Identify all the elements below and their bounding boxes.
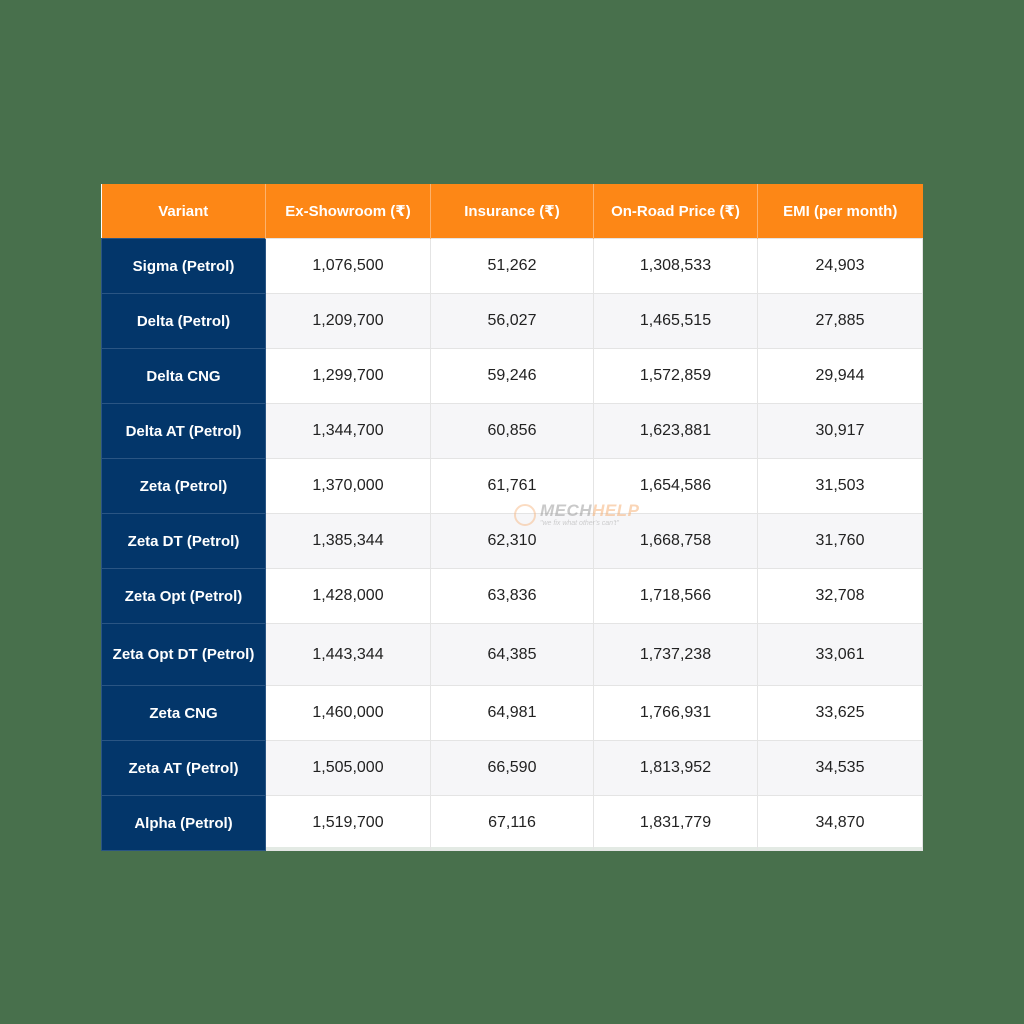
on-road-cell: 1,718,566: [593, 568, 758, 624]
ex-showroom-cell: 1,209,700: [265, 293, 431, 349]
emi-cell: 33,625: [757, 685, 923, 741]
on-road-cell: 1,737,238: [593, 623, 758, 686]
table-header-row: Variant Ex-Showroom (₹) Insurance (₹) On…: [101, 184, 923, 239]
on-road-cell: 1,813,952: [593, 740, 758, 796]
table-row: Sigma (Petrol) 1,076,500 51,262 1,308,53…: [101, 238, 923, 294]
ex-showroom-cell: 1,370,000: [265, 458, 431, 514]
ex-showroom-cell: 1,443,344: [265, 623, 431, 686]
insurance-cell: 60,856: [430, 403, 594, 459]
insurance-cell: 59,246: [430, 348, 594, 404]
table-row: Delta (Petrol) 1,209,700 56,027 1,465,51…: [101, 293, 923, 349]
emi-cell: 27,885: [757, 293, 923, 349]
ex-showroom-cell: 1,460,000: [265, 685, 431, 741]
variant-cell: Zeta DT (Petrol): [101, 513, 266, 569]
ex-showroom-cell: 1,385,344: [265, 513, 431, 569]
emi-cell: 32,708: [757, 568, 923, 624]
on-road-cell: 1,623,881: [593, 403, 758, 459]
table-row: Zeta CNG 1,460,000 64,981 1,766,931 33,6…: [101, 685, 923, 741]
table-row: Zeta Opt (Petrol) 1,428,000 63,836 1,718…: [101, 568, 923, 624]
insurance-cell: 64,981: [430, 685, 594, 741]
insurance-cell: 62,310: [430, 513, 594, 569]
emi-cell: 30,917: [757, 403, 923, 459]
header-emi: EMI (per month): [757, 184, 923, 239]
insurance-cell: 66,590: [430, 740, 594, 796]
insurance-cell: 51,262: [430, 238, 594, 294]
emi-cell: 31,503: [757, 458, 923, 514]
header-ex-showroom: Ex-Showroom (₹): [265, 184, 431, 239]
header-insurance: Insurance (₹): [430, 184, 594, 239]
variant-cell: Zeta Opt DT (Petrol): [101, 623, 266, 686]
price-table-container: Variant Ex-Showroom (₹) Insurance (₹) On…: [101, 184, 923, 851]
variant-cell: Zeta AT (Petrol): [101, 740, 266, 796]
variant-cell: Delta AT (Petrol): [101, 403, 266, 459]
emi-cell: 24,903: [757, 238, 923, 294]
table-row: Delta AT (Petrol) 1,344,700 60,856 1,623…: [101, 403, 923, 459]
table-row: Zeta DT (Petrol) 1,385,344 62,310 1,668,…: [101, 513, 923, 569]
insurance-cell: 64,385: [430, 623, 594, 686]
emi-cell: 33,061: [757, 623, 923, 686]
ex-showroom-cell: 1,299,700: [265, 348, 431, 404]
price-table: Variant Ex-Showroom (₹) Insurance (₹) On…: [101, 184, 923, 851]
on-road-cell: 1,465,515: [593, 293, 758, 349]
table-row: Alpha (Petrol) 1,519,700 67,116 1,831,77…: [101, 795, 923, 851]
on-road-cell: 1,654,586: [593, 458, 758, 514]
ex-showroom-cell: 1,505,000: [265, 740, 431, 796]
ex-showroom-cell: 1,428,000: [265, 568, 431, 624]
table-row: Zeta AT (Petrol) 1,505,000 66,590 1,813,…: [101, 740, 923, 796]
emi-cell: 34,535: [757, 740, 923, 796]
variant-cell: Delta (Petrol): [101, 293, 266, 349]
on-road-cell: 1,766,931: [593, 685, 758, 741]
on-road-cell: 1,831,779: [593, 795, 758, 851]
insurance-cell: 61,761: [430, 458, 594, 514]
emi-cell: 34,870: [757, 795, 923, 851]
variant-cell: Zeta Opt (Petrol): [101, 568, 266, 624]
variant-cell: Zeta (Petrol): [101, 458, 266, 514]
ex-showroom-cell: 1,344,700: [265, 403, 431, 459]
emi-cell: 29,944: [757, 348, 923, 404]
table-row: Delta CNG 1,299,700 59,246 1,572,859 29,…: [101, 348, 923, 404]
on-road-cell: 1,668,758: [593, 513, 758, 569]
insurance-cell: 63,836: [430, 568, 594, 624]
on-road-cell: 1,308,533: [593, 238, 758, 294]
insurance-cell: 67,116: [430, 795, 594, 851]
emi-cell: 31,760: [757, 513, 923, 569]
ex-showroom-cell: 1,076,500: [265, 238, 431, 294]
variant-cell: Alpha (Petrol): [101, 795, 266, 851]
ex-showroom-cell: 1,519,700: [265, 795, 431, 851]
table-row: Zeta Opt DT (Petrol) 1,443,344 64,385 1,…: [101, 623, 923, 686]
variant-cell: Delta CNG: [101, 348, 266, 404]
on-road-cell: 1,572,859: [593, 348, 758, 404]
variant-cell: Zeta CNG: [101, 685, 266, 741]
variant-cell: Sigma (Petrol): [101, 238, 266, 294]
insurance-cell: 56,027: [430, 293, 594, 349]
table-row: Zeta (Petrol) 1,370,000 61,761 1,654,586…: [101, 458, 923, 514]
header-variant: Variant: [101, 184, 266, 239]
header-on-road-price: On-Road Price (₹): [593, 184, 758, 239]
